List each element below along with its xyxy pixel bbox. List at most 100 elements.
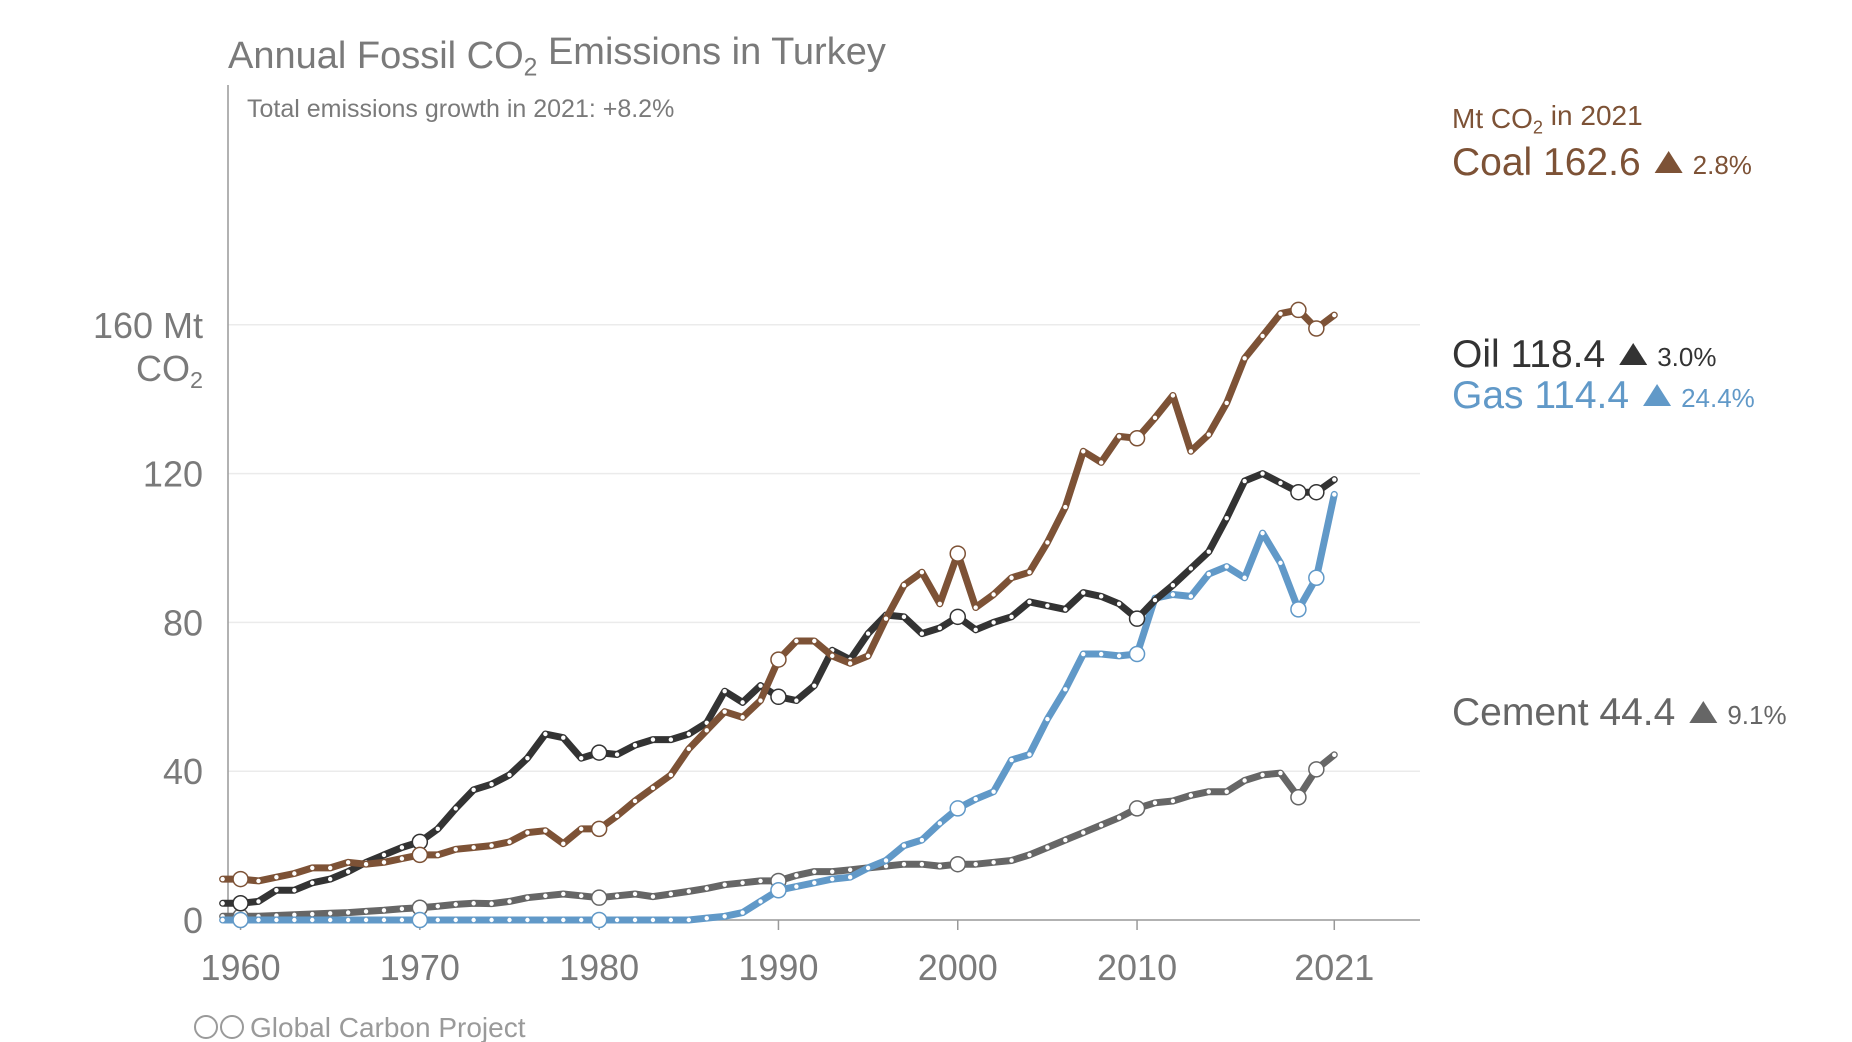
- y-axis-unit: CO2​: [136, 348, 203, 393]
- data-point: [399, 917, 405, 923]
- up-triangle-icon: [1689, 701, 1718, 723]
- data-point: [770, 688, 787, 706]
- data-point: [274, 875, 279, 880]
- data-point: [1045, 716, 1050, 722]
- x-tick-label: 1960: [201, 947, 281, 988]
- data-point: [1009, 757, 1014, 763]
- data-point: [590, 889, 608, 906]
- series-label: Oil 118.4: [1452, 333, 1605, 376]
- data-point: [614, 752, 620, 757]
- data-point: [1152, 597, 1158, 603]
- data-point: [1332, 752, 1337, 758]
- data-point: [1242, 356, 1247, 361]
- data-point: [507, 899, 512, 904]
- data-point: [363, 862, 369, 867]
- data-point: [812, 638, 817, 644]
- data-point: [991, 620, 996, 625]
- data-point: [507, 839, 512, 845]
- data-point: [1098, 594, 1104, 599]
- series-change: 24.4%: [1681, 383, 1755, 413]
- data-point: [668, 772, 674, 778]
- data-point: [453, 917, 458, 923]
- data-point: [435, 852, 440, 858]
- y-tick-label: 40: [163, 751, 203, 792]
- data-point: [740, 880, 745, 885]
- data-point: [740, 700, 745, 705]
- data-point: [399, 856, 405, 861]
- x-tick-label: 1980: [559, 947, 639, 988]
- data-point: [901, 583, 907, 588]
- data-point: [991, 789, 996, 794]
- data-point: [274, 888, 279, 893]
- data-point: [381, 852, 387, 858]
- data-point: [543, 731, 548, 737]
- data-point: [507, 917, 512, 923]
- data-point: [1290, 601, 1307, 618]
- data-point: [489, 843, 494, 848]
- data-point: [973, 796, 978, 802]
- data-point: [758, 878, 763, 884]
- data-point: [1188, 566, 1194, 571]
- data-point: [847, 661, 853, 666]
- label-oil: Oil 118.4 3.0%: [1452, 333, 1716, 376]
- data-point: [770, 881, 787, 899]
- data-point: [232, 870, 249, 888]
- data-point: [543, 828, 548, 833]
- data-point: [830, 653, 835, 659]
- data-point: [1224, 789, 1229, 794]
- data-point: [1308, 320, 1325, 337]
- data-point: [1260, 471, 1265, 476]
- data-point: [471, 845, 476, 850]
- data-point: [1278, 480, 1283, 486]
- data-point: [1224, 400, 1229, 406]
- data-point: [1260, 772, 1265, 778]
- legend-header: Mt CO2​ in 2021: [1452, 100, 1643, 137]
- data-point: [847, 867, 853, 872]
- data-point: [614, 813, 620, 819]
- series-gas: [219, 490, 1338, 929]
- data-point: [579, 893, 584, 899]
- data-point: [614, 917, 620, 923]
- data-point: [770, 651, 787, 668]
- data-point: [292, 888, 297, 893]
- data-point: [489, 917, 494, 923]
- data-point: [1242, 478, 1247, 484]
- data-point: [973, 605, 978, 610]
- data-point: [973, 627, 978, 633]
- data-point: [328, 917, 333, 923]
- data-point: [1063, 607, 1068, 612]
- data-point: [650, 894, 656, 899]
- data-point: [812, 683, 817, 688]
- data-point: [883, 858, 889, 863]
- data-point: [1260, 333, 1265, 339]
- data-point: [1170, 592, 1176, 597]
- data-point: [722, 689, 727, 694]
- data-point: [686, 917, 692, 923]
- x-tick-label: 2000: [918, 947, 998, 988]
- data-point: [812, 869, 817, 874]
- data-point: [1116, 434, 1122, 439]
- data-point: [1308, 569, 1325, 587]
- data-point: [1128, 645, 1146, 663]
- data-point: [1290, 483, 1307, 501]
- cc-icon: [194, 1015, 218, 1039]
- data-point: [794, 638, 799, 644]
- data-point: [579, 826, 584, 832]
- data-point: [1027, 599, 1032, 605]
- data-point: [345, 860, 351, 865]
- series-label: Gas 114.4: [1452, 374, 1629, 417]
- data-point: [256, 878, 261, 884]
- data-point: [794, 884, 799, 889]
- data-point: [919, 837, 925, 843]
- data-point: [1278, 770, 1283, 776]
- data-point: [632, 742, 638, 748]
- data-point: [686, 889, 692, 894]
- data-point: [220, 876, 225, 882]
- data-point: [1063, 504, 1068, 510]
- data-point: [740, 715, 745, 720]
- data-point: [1027, 852, 1032, 858]
- data-point: [525, 895, 530, 900]
- data-point: [794, 698, 799, 703]
- data-point: [937, 601, 943, 606]
- data-point: [758, 698, 763, 703]
